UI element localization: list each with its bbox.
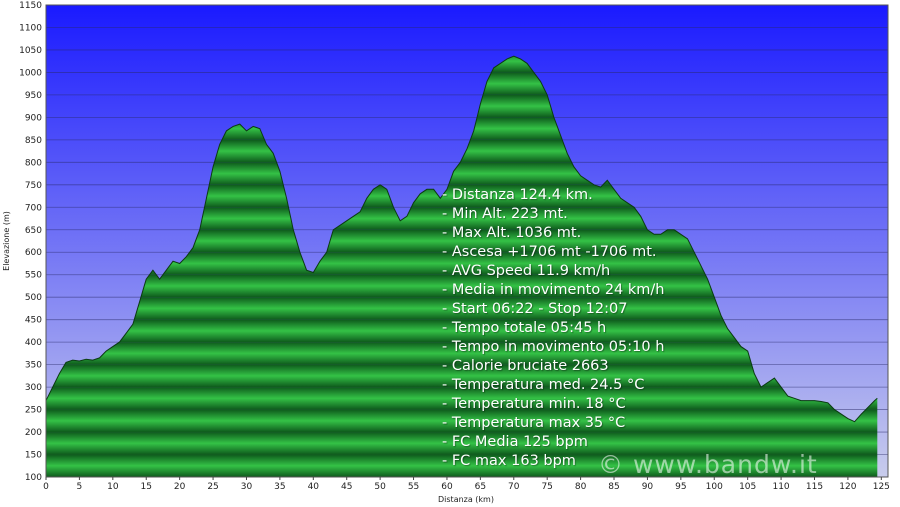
x-tick-label: 115 (806, 482, 823, 492)
x-tick-label: 65 (475, 482, 486, 492)
y-tick-label: 200 (25, 428, 42, 438)
stat-avg-speed: - AVG Speed 11.9 km/h (442, 263, 611, 279)
x-tick-label: 70 (508, 482, 520, 492)
y-tick-label: 1150 (19, 1, 42, 11)
stat-start-stop: - Start 06:22 - Stop 12:07 (442, 301, 628, 317)
elevation-band (46, 364, 878, 388)
x-tick-label: 60 (441, 482, 453, 492)
stat-calories: - Calorie bruciate 2663 (442, 358, 609, 374)
x-tick-label: 75 (541, 482, 552, 492)
stat-ascent: - Ascesa +1706 mt -1706 mt. (442, 244, 657, 260)
x-tick-label: 5 (77, 482, 83, 492)
x-tick-label: 85 (608, 482, 619, 492)
y-tick-label: 800 (25, 158, 42, 168)
elevation-band (46, 409, 878, 433)
stat-moving-speed: - Media in movimento 24 km/h (442, 282, 665, 298)
x-tick-label: 95 (675, 482, 686, 492)
y-tick-label: 100 (25, 473, 42, 483)
stat-temp-avg: - Temperatura med. 24.5 °C (442, 377, 645, 393)
stat-total-time: - Tempo totale 05:45 h (442, 320, 607, 336)
x-tick-label: 25 (207, 482, 218, 492)
plot-frame (45, 4, 889, 478)
x-tick-label: 20 (174, 482, 186, 492)
y-tick-label: 650 (25, 226, 42, 236)
ride-stats-list: - Distanza 124.4 km. - Min Alt. 223 mt. … (442, 186, 665, 471)
x-tick-label: 80 (575, 482, 587, 492)
y-tick-label: 500 (25, 293, 42, 303)
x-tick-label: 120 (839, 482, 856, 492)
stat-distance: - Distanza 124.4 km. (442, 187, 593, 203)
watermark: © www.bandw.it (598, 450, 818, 479)
x-tick-label: 90 (642, 482, 654, 492)
y-tick-label: 350 (25, 361, 42, 371)
x-tick-label: 10 (107, 482, 119, 492)
elevation-band (46, 342, 878, 365)
x-tick-label: 0 (43, 482, 49, 492)
y-tick-label: 600 (25, 248, 42, 258)
y-tick-label: 850 (25, 136, 42, 146)
elevation-band (46, 229, 878, 253)
stat-hr-avg: - FC Media 125 bpm (442, 434, 588, 450)
y-tick-label: 250 (25, 406, 42, 416)
x-tick-label: 110 (772, 482, 789, 492)
x-tick-label: 50 (374, 482, 386, 492)
x-tick-label: 45 (341, 482, 352, 492)
y-tick-label: 1050 (19, 46, 42, 56)
y-axis-title: Elevazione (m) (2, 211, 11, 271)
y-tick-label: 450 (25, 316, 42, 326)
x-tick-label: 35 (274, 482, 285, 492)
x-tick-label: 30 (241, 482, 253, 492)
elevation-band (46, 432, 878, 455)
stat-hr-max: - FC max 163 bpm (442, 453, 576, 469)
elevation-band (46, 274, 878, 298)
elevation-band (46, 297, 878, 320)
x-axis-title: Distanza (km) (438, 495, 494, 504)
y-tick-label: 900 (25, 113, 42, 123)
elevation-band (46, 454, 878, 477)
x-tick-label: 125 (873, 482, 890, 492)
stat-min-altitude: - Min Alt. 223 mt. (442, 206, 568, 222)
y-tick-label: 1000 (19, 68, 42, 78)
y-tick-label: 700 (25, 203, 42, 213)
y-tick-label: 400 (25, 338, 42, 348)
stat-temp-max: - Temperatura max 35 °C (442, 415, 626, 431)
elevation-band (46, 387, 878, 410)
y-tick-label: 550 (25, 271, 42, 281)
elevation-band (46, 319, 878, 343)
y-tick-label: 750 (25, 181, 42, 191)
stat-temp-min: - Temperatura min. 18 °C (442, 396, 626, 412)
x-axis-ticks: 0 5 10 15 20 25 30 35 40 45 50 55 60 65 70 75 80 85 90 95 10… (43, 477, 890, 492)
x-tick-label: 55 (408, 482, 419, 492)
y-tick-label: 950 (25, 91, 42, 101)
elevation-band (46, 252, 878, 275)
y-tick-label: 300 (25, 383, 42, 393)
y-axis-ticks: 100 150 200 250 300 350 400 450 500 550 600 650 700 7… (19, 1, 42, 483)
elevation-line (45, 55, 878, 423)
y-tick-label: 150 (25, 451, 42, 461)
x-tick-label: 100 (706, 482, 723, 492)
x-tick-label: 40 (308, 482, 320, 492)
stat-max-altitude: - Max Alt. 1036 mt. (442, 225, 582, 241)
y-tick-label: 1100 (19, 23, 42, 33)
x-tick-label: 15 (141, 482, 152, 492)
stat-moving-time: - Tempo in movimento 05:10 h (442, 339, 665, 355)
x-tick-label: 105 (739, 482, 756, 492)
